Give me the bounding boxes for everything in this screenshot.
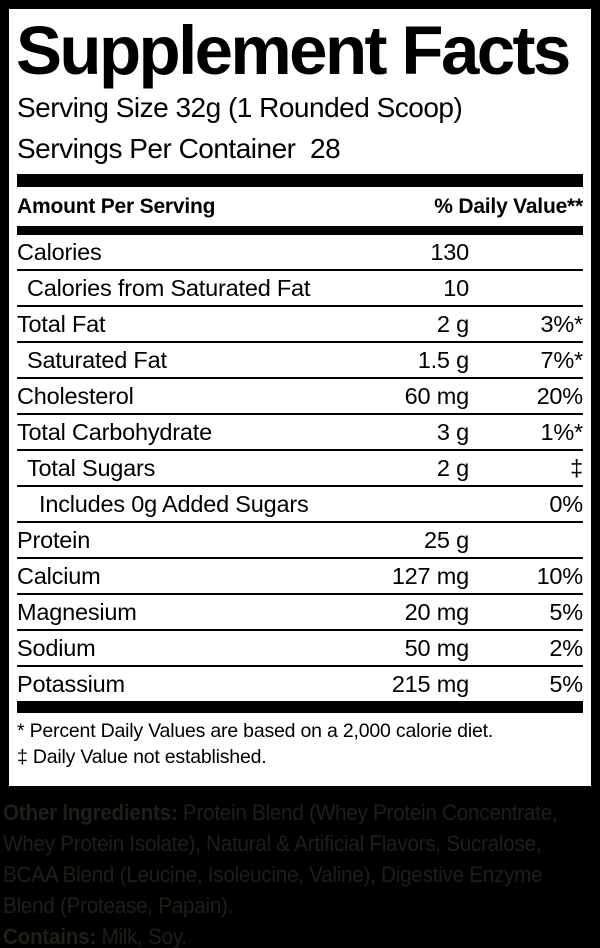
row-name: Potassium: [17, 670, 125, 697]
footnotes: * Percent Daily Values are based on a 2,…: [17, 719, 583, 770]
row-dv: 10%: [536, 562, 584, 589]
footnote-percent-daily-values: * Percent Daily Values are based on a 2,…: [17, 720, 494, 742]
row-name: Total Fat: [17, 310, 106, 337]
other-ingredients-label: Other Ingredients:: [3, 800, 178, 825]
row-amount: 3 g: [436, 418, 469, 445]
row-dv: 7%*: [540, 346, 583, 373]
ingredients-line-2: Whey Protein Isolate), Natural & Artific…: [3, 831, 542, 856]
row-name: Total Sugars: [27, 454, 156, 481]
table-row: Cholesterol 60 mg 20%: [17, 379, 583, 415]
divider-medium: [17, 226, 583, 235]
row-dv: ‡: [570, 454, 583, 481]
row-amount: 25 g: [424, 526, 469, 553]
supplement-facts-panel: Supplement Facts Serving Size 32g (1 Rou…: [9, 9, 591, 786]
ingredients-line-1-text: Protein Blend (Whey Protein Concentrate,: [177, 800, 558, 825]
row-name: Calories from Saturated Fat: [27, 274, 311, 301]
row-name: Includes 0g Added Sugars: [39, 490, 309, 517]
table-row: Calcium 127 mg 10%: [17, 559, 583, 595]
row-name: Calories: [17, 238, 102, 265]
ingredients-line-1: Other Ingredients: Protein Blend (Whey P…: [3, 797, 600, 828]
row-amount: 50 mg: [404, 634, 470, 661]
other-ingredients-section: Other Ingredients: Protein Blend (Whey P…: [3, 797, 600, 948]
table-row: Protein 25 g: [17, 523, 583, 559]
row-name: Cholesterol: [17, 382, 134, 409]
table-row: Total Carbohydrate 3 g 1%*: [17, 415, 583, 451]
row-name: Calcium: [17, 562, 101, 589]
row-amount: 215 mg: [391, 670, 469, 697]
row-dv: 5%: [549, 598, 583, 625]
divider-thick-bottom: [17, 701, 583, 713]
servings-per-container: Servings Per Container 28: [17, 133, 341, 164]
row-name: Saturated Fat: [27, 346, 167, 373]
contains-label: Contains:: [3, 924, 96, 948]
panel-title: Supplement Facts: [16, 12, 571, 89]
row-name: Total Carbohydrate: [17, 418, 212, 445]
row-name: Protein: [17, 526, 91, 553]
table-header: Amount Per Serving % Daily Value**: [17, 187, 583, 226]
row-name: Magnesium: [17, 598, 137, 625]
serving-size: Serving Size 32g (1 Rounded Scoop): [17, 92, 463, 123]
ingredients-line-3: BCAA Blend (Leucine, Isoleucine, Valine)…: [3, 862, 543, 887]
row-amount: 60 mg: [404, 382, 470, 409]
facts-table: Calories 130 Calories from Saturated Fat 10…: [17, 235, 583, 701]
table-row: Calories from Saturated Fat 10: [17, 271, 583, 307]
table-row: Includes 0g Added Sugars 0%: [17, 487, 583, 523]
footnote-not-established: ‡ Daily Value not established.: [17, 745, 267, 768]
row-dv: 2%: [549, 634, 583, 661]
table-row: Calories 130: [17, 235, 583, 271]
table-row: Saturated Fat 1.5 g 7%*: [17, 343, 583, 379]
row-dv: 3%*: [540, 310, 583, 337]
row-amount: 2 g: [436, 310, 469, 337]
table-row: Total Fat 2 g 3%*: [17, 307, 583, 343]
table-row: Magnesium 20 mg 5%: [17, 595, 583, 631]
row-name: Sodium: [17, 634, 96, 661]
ingredients-line-4: Blend (Protease, Papain).: [3, 893, 234, 918]
row-amount: 127 mg: [391, 562, 469, 589]
row-dv: 0%: [549, 490, 583, 517]
contains-line: Contains: Milk, Soy.: [3, 921, 600, 948]
row-amount: 20 mg: [404, 598, 470, 625]
table-row: Total Sugars 2 g ‡: [17, 451, 583, 487]
contains-text: Milk, Soy.: [95, 924, 187, 948]
table-row: Potassium 215 mg 5%: [17, 667, 583, 701]
table-row: Sodium 50 mg 2%: [17, 631, 583, 667]
row-dv: 5%: [549, 670, 583, 697]
row-amount: 130: [430, 238, 469, 265]
row-amount: 10: [443, 274, 469, 301]
row-dv: 1%*: [540, 418, 583, 445]
row-amount: 1.5 g: [417, 346, 469, 373]
row-dv: 20%: [536, 382, 584, 409]
row-amount: 2 g: [436, 454, 469, 481]
amount-per-serving-header: Amount Per Serving: [17, 195, 216, 218]
daily-value-header: % Daily Value**: [434, 195, 583, 218]
divider-thick-top: [17, 174, 583, 187]
